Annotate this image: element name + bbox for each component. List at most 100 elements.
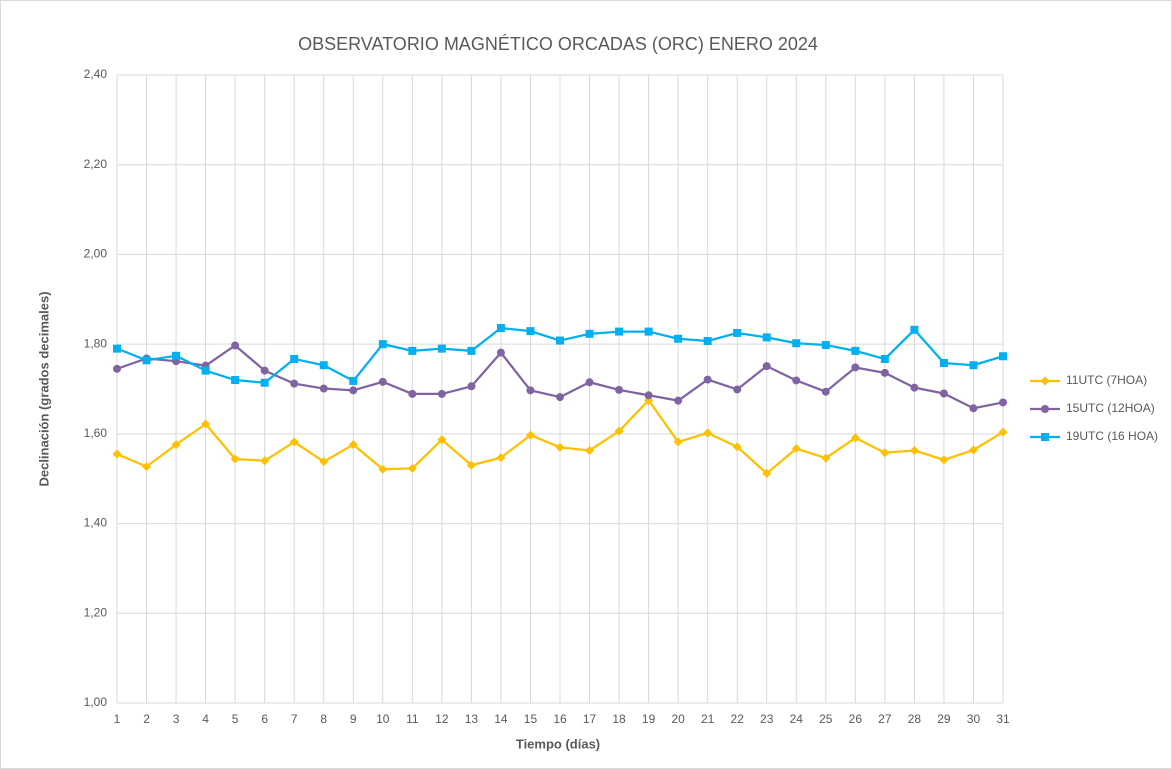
marker xyxy=(525,430,535,440)
x-axis-title: Tiempo (días) xyxy=(516,736,600,751)
marker xyxy=(113,364,121,373)
marker xyxy=(969,404,978,413)
marker xyxy=(615,327,624,336)
x-tick-label: 15 xyxy=(524,712,538,726)
marker xyxy=(851,346,860,355)
x-tick-label: 21 xyxy=(701,712,715,726)
marker xyxy=(733,328,742,337)
x-tick-label: 28 xyxy=(908,712,922,726)
marker xyxy=(231,341,240,350)
marker xyxy=(290,379,299,388)
marker xyxy=(230,454,240,464)
legend-marker xyxy=(1040,376,1050,386)
marker xyxy=(792,339,801,348)
x-tick-label: 23 xyxy=(760,712,774,726)
marker xyxy=(172,351,181,360)
marker xyxy=(674,334,683,343)
x-tick-label: 13 xyxy=(465,712,479,726)
marker xyxy=(113,344,121,353)
marker xyxy=(526,386,535,395)
marker xyxy=(260,366,269,375)
marker xyxy=(378,464,388,474)
x-tick-label: 18 xyxy=(612,712,626,726)
legend-marker xyxy=(1041,433,1049,441)
y-tick-label: 1,60 xyxy=(84,426,108,440)
legend-label: 15UTC (12HOA) xyxy=(1066,401,1155,415)
marker xyxy=(851,363,860,372)
x-tick-label: 19 xyxy=(642,712,656,726)
marker xyxy=(290,354,299,363)
y-tick-label: 1,40 xyxy=(84,516,108,530)
x-tick-label: 8 xyxy=(320,712,327,726)
marker xyxy=(289,437,299,447)
x-tick-label: 5 xyxy=(232,712,239,726)
marker xyxy=(466,460,476,470)
marker xyxy=(880,448,890,458)
x-tick-label: 11 xyxy=(406,712,419,726)
marker xyxy=(821,453,831,463)
x-tick-label: 25 xyxy=(819,712,833,726)
x-tick-label: 3 xyxy=(173,712,180,726)
x-tick-label: 31 xyxy=(996,712,1010,726)
marker xyxy=(349,386,358,395)
x-tick-label: 2 xyxy=(143,712,150,726)
marker xyxy=(201,366,210,375)
marker xyxy=(762,333,771,342)
marker xyxy=(260,456,270,466)
marker xyxy=(880,354,889,363)
marker xyxy=(319,361,328,370)
marker xyxy=(999,398,1007,407)
y-tick-label: 1,80 xyxy=(84,336,108,350)
marker xyxy=(733,385,742,394)
marker xyxy=(850,433,860,443)
marker xyxy=(319,384,328,393)
marker xyxy=(614,426,624,436)
marker xyxy=(556,336,564,345)
marker xyxy=(201,419,211,429)
x-tick-label: 7 xyxy=(291,712,298,726)
x-tick-label: 4 xyxy=(202,712,209,726)
marker xyxy=(585,329,594,338)
marker xyxy=(910,383,919,392)
x-tick-label: 22 xyxy=(731,712,745,726)
x-tick-label: 9 xyxy=(350,712,357,726)
x-tick-label: 27 xyxy=(878,712,892,726)
marker xyxy=(496,348,505,357)
x-tick-label: 1 xyxy=(114,712,121,726)
marker xyxy=(673,437,683,447)
marker xyxy=(142,356,151,365)
marker xyxy=(644,391,653,400)
x-tick-label: 16 xyxy=(553,712,567,726)
x-tick-label: 17 xyxy=(583,712,597,726)
x-tick-label: 26 xyxy=(849,712,863,726)
y-tick-label: 1,20 xyxy=(84,605,108,619)
marker xyxy=(585,378,594,387)
x-tick-label: 6 xyxy=(261,712,268,726)
marker xyxy=(762,468,772,478)
marker xyxy=(674,396,683,405)
marker xyxy=(496,453,506,463)
y-tick-label: 2,20 xyxy=(84,157,108,171)
marker xyxy=(496,323,505,332)
marker xyxy=(319,457,329,467)
legend-marker xyxy=(1041,405,1049,413)
marker xyxy=(378,340,387,349)
y-tick-label: 1,00 xyxy=(84,695,108,709)
marker xyxy=(939,455,949,465)
marker xyxy=(556,393,564,402)
marker xyxy=(703,375,712,384)
marker xyxy=(407,463,417,473)
x-tick-label: 12 xyxy=(435,712,449,726)
marker xyxy=(348,440,358,450)
legend-label: 11UTC (7HOA) xyxy=(1066,373,1147,387)
marker xyxy=(703,337,712,346)
marker xyxy=(437,389,446,398)
marker xyxy=(939,358,948,367)
marker xyxy=(762,362,771,371)
x-tick-label: 20 xyxy=(671,712,685,726)
x-tick-label: 29 xyxy=(937,712,951,726)
marker xyxy=(585,445,595,455)
marker xyxy=(408,389,417,398)
marker xyxy=(408,346,417,355)
